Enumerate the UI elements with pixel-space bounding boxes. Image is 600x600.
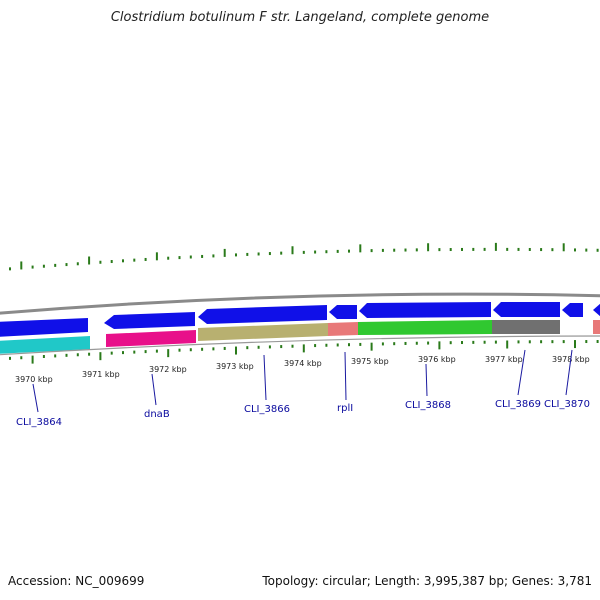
gene-label[interactable]: CLI_3869: [495, 399, 541, 410]
map-title: Clostridium botulinum F str. Langeland, …: [110, 10, 490, 25]
gene-leaders: [32, 349, 573, 413]
band-magenta: [106, 330, 196, 347]
cds-arrow: [359, 302, 491, 318]
cds-arrow: [329, 305, 357, 319]
cds-arrow: [493, 302, 560, 317]
kbp-label: 3971 kbp: [82, 370, 120, 379]
cds-arrow: [0, 318, 88, 337]
cds-arrow: [104, 312, 195, 329]
band-cyan: [0, 336, 90, 354]
band-green: [358, 320, 492, 335]
leader-line: [32, 383, 39, 413]
cds-arrow: [593, 303, 600, 317]
leader-line: [565, 349, 573, 396]
gene-label[interactable]: CLI_3868: [405, 400, 451, 411]
gene-label[interactable]: rplI: [337, 403, 353, 414]
kbp-label: 3970 kbp: [15, 375, 53, 384]
gene-labels: CLI_3864 dnaB CLI_3866 rplI CLI_3868 CLI…: [16, 399, 590, 428]
band-salmon: [328, 322, 358, 336]
cds-arrow: [198, 305, 327, 324]
kbp-label: 3976 kbp: [418, 355, 456, 364]
gene-label[interactable]: dnaB: [144, 409, 170, 420]
cds-arrows: [0, 302, 600, 337]
band-salmon-2: [593, 320, 600, 334]
kbp-label: 3973 kbp: [216, 362, 254, 371]
inner-tick-row: [9, 340, 599, 364]
leader-line: [344, 351, 347, 401]
gene-label[interactable]: CLI_3864: [16, 417, 62, 428]
leader-line: [425, 363, 428, 397]
genome-summary: Topology: circular; Length: 3,995,387 bp…: [262, 574, 592, 588]
band-gray: [492, 320, 560, 334]
cds-arrow: [562, 303, 583, 317]
feature-band: [0, 320, 600, 354]
kbp-label: 3977 kbp: [485, 355, 523, 364]
accession-label: Accession: NC_009699: [8, 574, 145, 588]
leader-line: [517, 349, 526, 396]
kbp-label: 3972 kbp: [149, 365, 187, 374]
leader-line: [263, 354, 267, 401]
kbp-label: 3975 kbp: [351, 357, 389, 366]
outer-tick-row: [9, 242, 599, 271]
kbp-label: 3974 kbp: [284, 359, 322, 368]
band-khaki: [198, 323, 328, 341]
genome-backbone: [0, 292, 600, 315]
gene-label[interactable]: CLI_3870: [544, 399, 590, 410]
inner-ring: [0, 335, 600, 356]
leader-line: [151, 373, 157, 406]
gene-label[interactable]: CLI_3866: [244, 404, 290, 415]
